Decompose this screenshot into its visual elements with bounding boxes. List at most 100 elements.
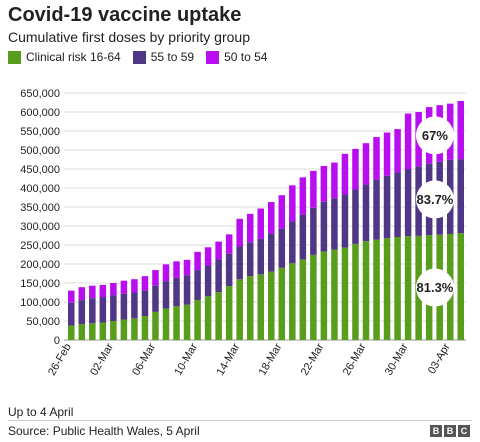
- y-tick-label: 100,000: [20, 297, 60, 309]
- chart-legend: Clinical risk 16-64 55 to 59 50 to 54: [8, 50, 279, 64]
- bar-segment-50-to-54: [204, 247, 212, 266]
- bar-segment-50-to-54: [352, 148, 359, 190]
- bars: [68, 100, 464, 340]
- legend-swatch-50-to-54: [206, 50, 220, 64]
- bar-segment-50-to-54: [278, 195, 286, 229]
- bar-segment-50-to-54: [131, 279, 138, 293]
- bar-segment-55-to-59: [310, 207, 317, 255]
- bar-segment-clinical-risk-16-64: [246, 276, 254, 340]
- bar-segment-50-to-54: [457, 100, 464, 160]
- bar-segment-clinical-risk-16-64: [110, 321, 117, 340]
- bar-segment-clinical-risk-16-64: [268, 271, 275, 340]
- bar-segment-55-to-59: [68, 302, 75, 326]
- bar-segment-50-to-54: [162, 264, 170, 282]
- legend-item-55-to-59: 55 to 59: [132, 50, 195, 64]
- bar-segment-50-to-54: [268, 202, 275, 234]
- legend-swatch-clinical-risk: [8, 50, 21, 64]
- legend-label-55-to-59: 55 to 59: [150, 50, 195, 64]
- x-axis-tick-labels: 26-Feb 02-Mar 06-Mar 10-Mar 14-Mar 18-Mar 22-M…: [46, 341, 453, 377]
- bar-segment-50-to-54: [373, 137, 380, 180]
- bar-segment-50-to-54: [236, 218, 243, 247]
- bar-segment-clinical-risk-16-64: [141, 316, 149, 340]
- legend-item-clinical-risk: Clinical risk 16-64: [8, 50, 121, 64]
- annotation-label: 83.7%: [417, 192, 454, 207]
- y-tick-label: 650,000: [20, 88, 60, 100]
- bar-segment-clinical-risk-16-64: [120, 319, 128, 340]
- bar-segment-55-to-59: [131, 292, 138, 319]
- bar-segment-50-to-54: [362, 143, 370, 185]
- bar-segment-55-to-59: [383, 175, 391, 239]
- bar-segment-55-to-59: [394, 172, 401, 238]
- bar-segment-55-to-59: [278, 228, 286, 268]
- bar-segment-clinical-risk-16-64: [89, 323, 96, 340]
- bar-segment-50-to-54: [99, 284, 107, 298]
- bar-segment-55-to-59: [78, 300, 86, 325]
- bar-segment-50-to-54: [394, 129, 401, 173]
- y-tick-label: 400,000: [20, 183, 60, 195]
- bar-segment-55-to-59: [268, 233, 275, 272]
- bar-segment-50-to-54: [120, 280, 128, 294]
- x-tick-label: 02-Mar: [88, 341, 116, 377]
- footnote: Up to 4 April: [8, 405, 74, 419]
- bar-segment-55-to-59: [215, 259, 222, 293]
- annotation-label: 67%: [422, 128, 448, 143]
- percentage-annotations: 67% 83.7% 81.3%: [415, 116, 454, 307]
- bar-segment-55-to-59: [120, 293, 128, 320]
- bar-segment-55-to-59: [352, 189, 359, 244]
- bar-segment-clinical-risk-16-64: [331, 249, 338, 340]
- bar-segment-clinical-risk-16-64: [383, 238, 391, 340]
- x-tick-label: 26-Feb: [46, 342, 74, 378]
- x-tick-label: 22-Mar: [299, 341, 327, 377]
- x-tick-label: 14-Mar: [214, 341, 242, 377]
- bar-segment-clinical-risk-16-64: [257, 274, 264, 340]
- x-tick-label: 18-Mar: [257, 341, 285, 377]
- bar-segment-55-to-59: [110, 295, 117, 321]
- footer-divider: [8, 420, 472, 421]
- y-tick-label: 300,000: [20, 221, 60, 233]
- annotation-circle: [415, 116, 454, 155]
- x-tick-label: 10-Mar: [172, 341, 200, 377]
- bar-segment-50-to-54: [215, 241, 222, 260]
- bar-segment-55-to-59: [289, 221, 296, 264]
- bar-segment-clinical-risk-16-64: [299, 259, 307, 340]
- bar-segment-clinical-risk-16-64: [341, 247, 349, 340]
- bar-segment-55-to-59: [236, 246, 243, 280]
- bar-segment-clinical-risk-16-64: [99, 322, 107, 340]
- bar-segment-clinical-risk-16-64: [404, 236, 412, 340]
- bar-segment-55-to-59: [204, 265, 212, 297]
- bar-segment-clinical-risk-16-64: [310, 254, 317, 340]
- bar-segment-50-to-54: [404, 113, 412, 169]
- bar-segment-50-to-54: [257, 208, 264, 239]
- bar-segment-55-to-59: [257, 238, 264, 275]
- x-tick-label: 26-Mar: [341, 341, 369, 377]
- bar-segment-50-to-54: [68, 290, 75, 303]
- bar-segment-clinical-risk-16-64: [173, 306, 180, 340]
- y-tick-label: 350,000: [20, 202, 60, 214]
- bar-segment-55-to-59: [162, 281, 170, 309]
- bar-segment-50-to-54: [183, 259, 191, 276]
- bar-segment-clinical-risk-16-64: [183, 304, 191, 340]
- bar-segment-clinical-risk-16-64: [394, 237, 401, 340]
- bbc-logo-letter: C: [458, 425, 470, 437]
- y-tick-label: 50,000: [26, 316, 60, 328]
- bar-segment-clinical-risk-16-64: [162, 308, 170, 340]
- bar-segment-clinical-risk-16-64: [320, 251, 328, 340]
- bar-segment-50-to-54: [299, 177, 307, 215]
- bar-segment-55-to-59: [99, 297, 107, 323]
- bar-segment-50-to-54: [246, 213, 254, 243]
- bar-segment-55-to-59: [457, 159, 464, 234]
- y-tick-label: 550,000: [20, 126, 60, 138]
- bar-segment-clinical-risk-16-64: [215, 292, 222, 340]
- annotation-circle: [415, 180, 454, 219]
- bar-segment-clinical-risk-16-64: [373, 239, 380, 340]
- bar-segment-55-to-59: [299, 214, 307, 260]
- bar-segment-clinical-risk-16-64: [204, 296, 212, 340]
- bar-segment-50-to-54: [152, 270, 159, 286]
- bar-segment-50-to-54: [310, 170, 317, 208]
- bar-segment-55-to-59: [246, 242, 254, 277]
- bar-segment-clinical-risk-16-64: [225, 286, 233, 340]
- bar-segment-clinical-risk-16-64: [289, 263, 296, 340]
- bar-segment-50-to-54: [225, 234, 233, 254]
- bar-segment-55-to-59: [183, 275, 191, 305]
